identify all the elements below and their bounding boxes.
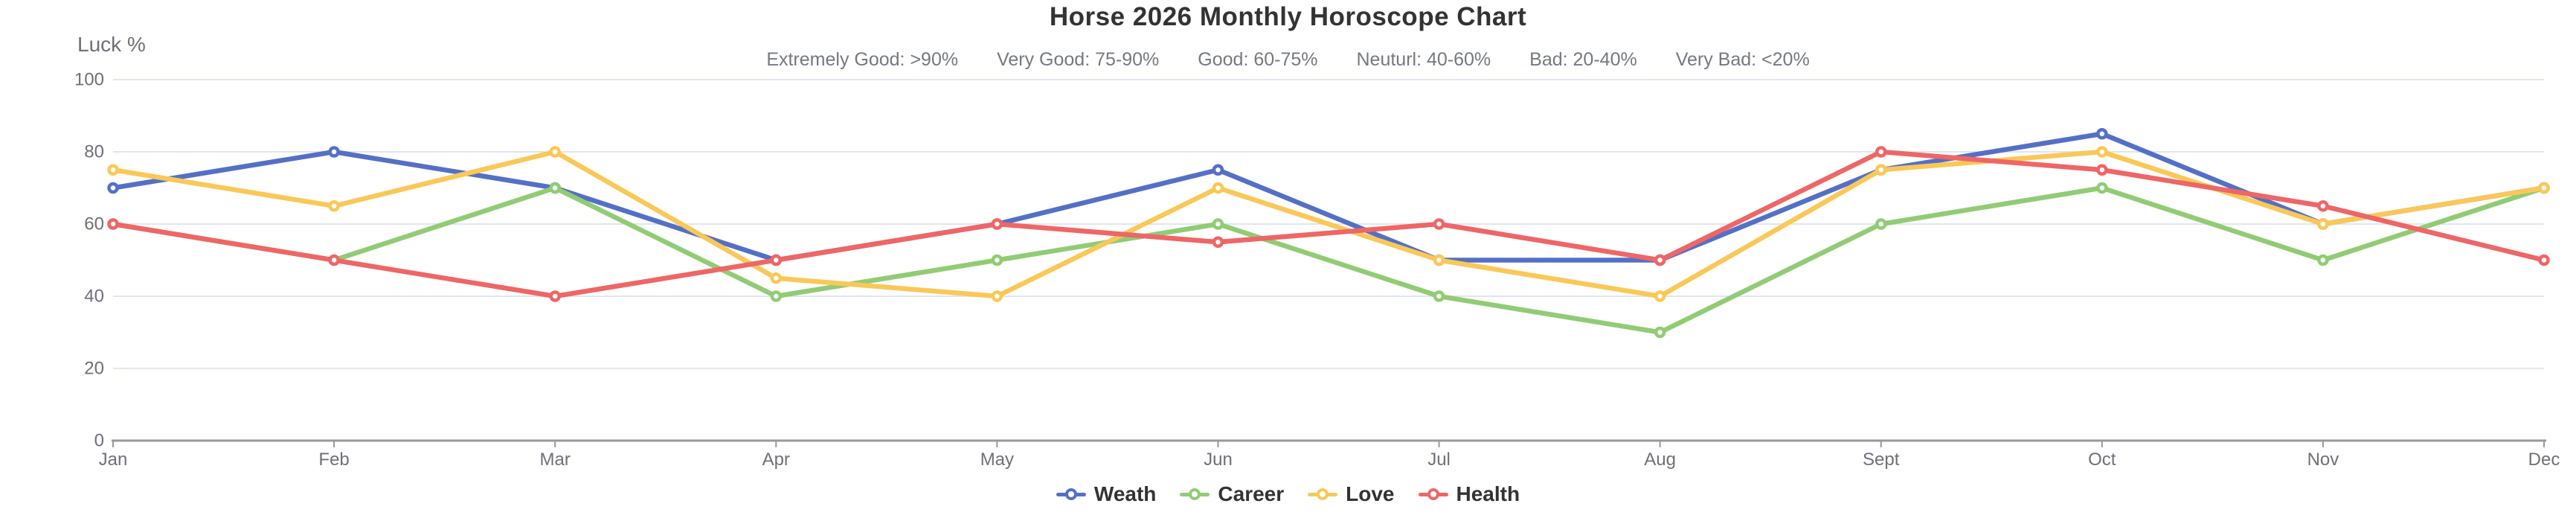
data-point-love-Oct[interactable] [2096, 146, 2108, 158]
chart-legend: Weath Career Love Health [0, 482, 2576, 506]
x-axis-tick-label: Aug [1644, 450, 1676, 470]
legend-item-weath[interactable]: Weath [1056, 482, 1157, 506]
legend-label: Health [1456, 482, 1520, 505]
series-line-love [110, 149, 2547, 299]
legend-label: Career [1218, 482, 1285, 505]
x-axis-tick-label: Nov [2307, 450, 2339, 470]
subtitle-segment-neutral: Neuturl: 40-60% [1356, 49, 1491, 70]
y-axis-name: Luck % [77, 33, 146, 56]
data-point-love-Jan[interactable] [107, 164, 119, 176]
line-circle-marker-icon [1056, 488, 1086, 501]
data-point-health-Oct[interactable] [2096, 164, 2108, 176]
data-point-career-Apr[interactable] [770, 290, 783, 302]
legend-item-career[interactable]: Career [1180, 482, 1284, 506]
data-point-weath-Jan[interactable] [107, 182, 119, 194]
data-point-love-Jul[interactable] [1433, 254, 1445, 266]
data-point-health-Nov[interactable] [2317, 200, 2329, 212]
y-axis-tick-label: 60 [84, 214, 104, 234]
x-axis-tick-label: Jan [99, 450, 128, 470]
data-point-love-Nov[interactable] [2317, 218, 2329, 230]
x-axis-tick-label: Mar [540, 450, 571, 470]
data-point-love-Mar[interactable] [549, 146, 561, 158]
data-point-health-Jun[interactable] [1212, 236, 1224, 248]
data-point-career-Oct[interactable] [2096, 182, 2108, 194]
line-circle-marker-icon [1308, 488, 1338, 501]
data-point-health-May[interactable] [991, 218, 1003, 230]
y-axis-tick-label: 20 [84, 359, 104, 379]
data-point-love-Jun[interactable] [1212, 182, 1224, 194]
data-point-health-Apr[interactable] [770, 254, 783, 266]
data-point-health-Feb[interactable] [328, 254, 340, 266]
data-point-health-Mar[interactable] [549, 290, 561, 302]
y-axis-tick-label: 100 [74, 70, 104, 90]
legend-item-health[interactable]: Health [1418, 482, 1520, 506]
y-axis-tick-label: 40 [84, 287, 104, 307]
subtitle-segment-very-good: Very Good: 75-90% [997, 49, 1160, 70]
x-axis-tick-label: Apr [762, 450, 790, 470]
chart-title: Horse 2026 Monthly Horoscope Chart [1049, 2, 1527, 31]
subtitle-segment-bad: Bad: 20-40% [1529, 49, 1637, 70]
legend-item-love[interactable]: Love [1308, 482, 1395, 506]
data-point-love-May[interactable] [991, 290, 1003, 302]
data-point-health-Jul[interactable] [1433, 218, 1445, 230]
legend-label: Weath [1093, 482, 1157, 505]
data-point-weath-Jun[interactable] [1212, 164, 1224, 176]
data-point-career-Jun[interactable] [1212, 218, 1224, 230]
y-axis-tick-label: 80 [84, 142, 104, 162]
data-point-weath-Oct[interactable] [2096, 128, 2108, 140]
data-point-weath-Feb[interactable] [328, 146, 340, 158]
series-line-career [110, 185, 2547, 335]
data-point-health-Dec[interactable] [2538, 254, 2550, 266]
x-axis-tick-label: Jul [1427, 450, 1451, 470]
subtitle-segment-good: Good: 60-75% [1198, 49, 1318, 70]
x-axis-tick-label: Sept [1863, 450, 1900, 470]
x-axis-tick-label: Jun [1204, 450, 1233, 470]
line-circle-marker-icon [1418, 488, 1448, 501]
line-circle-marker-icon [1180, 488, 1210, 501]
x-axis-tick-label: May [980, 450, 1014, 470]
subtitle-segment-very-bad: Very Bad: <20% [1675, 49, 1810, 70]
data-point-career-May[interactable] [991, 254, 1003, 266]
data-point-love-Apr[interactable] [770, 272, 783, 284]
series-line-health [110, 149, 2547, 299]
data-point-health-Sept[interactable] [1875, 146, 1887, 158]
x-axis-tick-label: Dec [2528, 450, 2560, 470]
data-point-health-Aug[interactable] [1654, 254, 1666, 266]
data-point-love-Aug[interactable] [1654, 290, 1666, 302]
x-axis-tick-label: Oct [2088, 450, 2116, 470]
data-point-career-Jul[interactable] [1433, 290, 1445, 302]
data-point-love-Feb[interactable] [328, 200, 340, 212]
data-point-health-Jan[interactable] [107, 218, 119, 230]
legend-label: Love [1346, 482, 1395, 505]
data-point-love-Dec[interactable] [2538, 182, 2550, 194]
series-line-weath [110, 131, 2547, 263]
data-point-career-Sept[interactable] [1875, 218, 1887, 230]
data-point-love-Sept[interactable] [1875, 164, 1887, 176]
data-point-career-Nov[interactable] [2317, 254, 2329, 266]
y-axis-tick-label: 0 [94, 431, 104, 451]
data-point-career-Mar[interactable] [549, 182, 561, 194]
subtitle-segment-extremely-good: Extremely Good: >90% [766, 49, 959, 70]
x-axis-tick-label: Feb [318, 450, 349, 470]
data-point-career-Aug[interactable] [1654, 326, 1666, 339]
chart-subtitle: Extremely Good: >90% Very Good: 75-90% Goo… [0, 49, 2576, 71]
